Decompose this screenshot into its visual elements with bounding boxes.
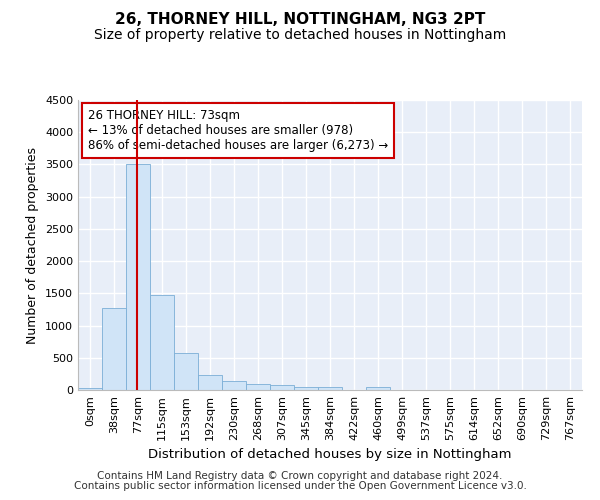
Y-axis label: Number of detached properties: Number of detached properties [26,146,40,344]
X-axis label: Distribution of detached houses by size in Nottingham: Distribution of detached houses by size … [148,448,512,462]
Bar [198,374,222,390]
Bar [126,164,150,390]
Text: Size of property relative to detached houses in Nottingham: Size of property relative to detached ho… [94,28,506,42]
Bar [78,388,102,390]
Bar [318,388,342,390]
Text: 26 THORNEY HILL: 73sqm
← 13% of detached houses are smaller (978)
86% of semi-de: 26 THORNEY HILL: 73sqm ← 13% of detached… [88,108,388,152]
Bar [246,384,270,390]
Bar [102,308,126,390]
Bar [222,381,246,390]
Text: Contains public sector information licensed under the Open Government Licence v3: Contains public sector information licen… [74,481,526,491]
Bar [270,386,294,390]
Bar [174,354,198,390]
Bar [294,387,318,390]
Bar [366,387,390,390]
Text: 26, THORNEY HILL, NOTTINGHAM, NG3 2PT: 26, THORNEY HILL, NOTTINGHAM, NG3 2PT [115,12,485,28]
Bar [150,294,174,390]
Text: Contains HM Land Registry data © Crown copyright and database right 2024.: Contains HM Land Registry data © Crown c… [97,471,503,481]
